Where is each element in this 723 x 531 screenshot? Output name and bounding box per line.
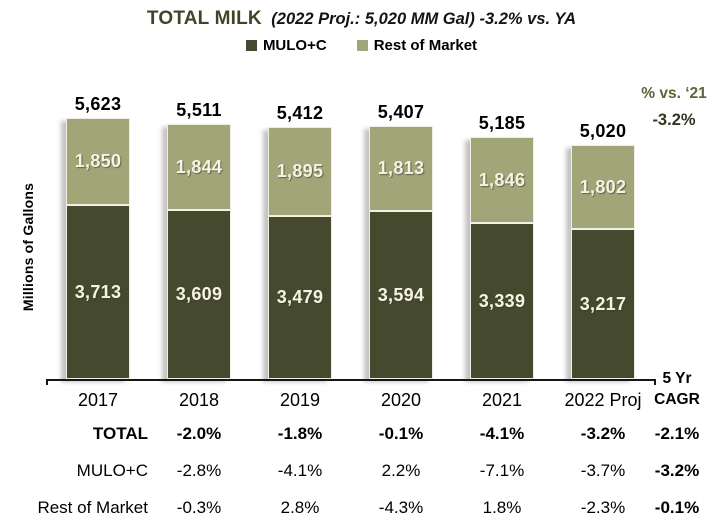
- bar-group: 5,623 1,850 3,713: [66, 94, 130, 379]
- cagr-header-line1: 5 Yr: [662, 370, 692, 387]
- bar-stack: 1,850 3,713: [66, 118, 130, 379]
- legend-label-rest-of-market: Rest of Market: [373, 37, 478, 54]
- bar-segment-rest-of-market: 1,802: [571, 145, 635, 229]
- bar-group: 5,511 1,844 3,609: [167, 100, 231, 379]
- table-cell: -4.1%: [277, 461, 323, 480]
- bar-segment-rest-of-market: 1,895: [268, 127, 332, 216]
- x-tick-label-2021: 2021: [481, 390, 523, 410]
- bar-segment-value: 3,594: [377, 284, 425, 305]
- chart-title-subtitle: (2022 Proj.: 5,020 MM Gal) -3.2% vs. YA: [271, 10, 577, 28]
- table-row-label-total: TOTAL: [92, 424, 148, 443]
- bar-segment-value: 1,846: [478, 169, 526, 190]
- bar-segment-mulo-c: 3,609: [167, 210, 231, 379]
- bar-segment-value: 1,802: [579, 176, 627, 197]
- table-cell: -2.8%: [176, 461, 222, 480]
- bar-group: 5,412 1,895 3,479: [268, 103, 332, 379]
- table-cell: 2.2%: [381, 461, 421, 480]
- bar-segment-mulo-c: 3,479: [268, 216, 332, 379]
- bar-segment-mulo-c: 3,594: [369, 211, 433, 379]
- bar-stack: 1,802 3,217: [571, 145, 635, 379]
- table-cell: 2.8%: [280, 498, 320, 517]
- bar-segment-value: 3,217: [579, 293, 627, 314]
- table-cell: -1.8%: [277, 424, 323, 443]
- table-cell: -2.0%: [176, 424, 222, 443]
- bar-segment-mulo-c: 3,339: [470, 223, 534, 379]
- table-cell: -0.3%: [176, 498, 222, 517]
- chart-title-main: TOTAL MILK: [146, 8, 262, 29]
- table-cell-cagr-mulo-c: -3.2%: [654, 461, 700, 480]
- bar-segment-value: 1,850: [74, 151, 122, 171]
- bar-total-label: 5,623: [74, 94, 122, 114]
- x-tick-label-2017: 2017: [77, 390, 119, 410]
- x-tick-label-2020: 2020: [380, 390, 422, 410]
- cagr-header-line2: CAGR: [654, 391, 700, 408]
- bar-stack: 1,813 3,594: [369, 126, 433, 379]
- table-row-label-rest-of-market: Rest of Market: [37, 498, 148, 517]
- legend-swatch-rest-of-market-icon: [356, 40, 368, 51]
- x-tick-label-2019: 2019: [279, 390, 321, 410]
- legend-swatch-mulo-c-icon: [245, 40, 257, 51]
- pct-vs-prior-value: -3.2%: [652, 110, 696, 129]
- table-row-label-mulo-c: MULO+C: [76, 461, 148, 480]
- bar-stack: 1,895 3,479: [268, 127, 332, 379]
- table-cell: -0.1%: [378, 424, 424, 443]
- bar-segment-rest-of-market: 1,813: [369, 126, 433, 211]
- legend-item-mulo-c: MULO+C: [245, 37, 327, 54]
- x-axis-tick: [654, 381, 656, 385]
- x-tick-label-2022-proj: 2022 Proj: [564, 390, 642, 410]
- bar-group: 5,407 1,813 3,594: [369, 102, 433, 379]
- bar-segment-value: 1,895: [276, 161, 324, 181]
- bar-total-label: 5,511: [176, 100, 222, 120]
- bar-group: 5,020 1,802 3,217: [571, 121, 635, 379]
- bar-segment-value: 1,844: [175, 156, 223, 177]
- table-cell: -4.3%: [378, 498, 424, 517]
- table-cell: -3.7%: [580, 461, 626, 480]
- legend: MULO+C Rest of Market: [0, 37, 723, 54]
- table-cell: 1.8%: [482, 498, 522, 517]
- bar-segment-rest-of-market: 1,850: [66, 118, 130, 205]
- chart-title: TOTAL MILK (2022 Proj.: 5,020 MM Gal) -3…: [0, 8, 723, 30]
- bar-total-label: 5,412: [276, 103, 324, 123]
- bar-segment-value: 1,813: [377, 158, 425, 178]
- bar-segment-mulo-c: 3,217: [571, 229, 635, 379]
- bar-segment-value: 3,609: [175, 284, 223, 304]
- bar-segment-mulo-c: 3,713: [66, 205, 130, 379]
- bar-stack: 1,846 3,339: [470, 137, 534, 379]
- bar-segment-value: 3,713: [74, 281, 122, 302]
- bar-total-label: 5,185: [478, 113, 526, 133]
- bar-stack: 1,844 3,609: [167, 124, 231, 379]
- table-cell: -4.1%: [479, 424, 525, 443]
- bar-group: 5,185 1,846 3,339: [470, 113, 534, 379]
- bar-total-label: 5,020: [579, 121, 627, 141]
- bar-segment-value: 3,339: [478, 290, 526, 311]
- bar-segment-rest-of-market: 1,844: [167, 124, 231, 210]
- bar-total-label: 5,407: [377, 102, 425, 122]
- x-tick-label-2018: 2018: [178, 390, 220, 410]
- table-cell-cagr-rest-of-market: -0.1%: [654, 498, 700, 517]
- table-cell: -3.2%: [580, 424, 626, 443]
- table-cell-cagr-total: -2.1%: [654, 424, 700, 443]
- table-cell: -7.1%: [479, 461, 525, 480]
- pct-vs-prior-label: % vs. ‘21: [641, 85, 707, 102]
- bar-segment-value: 3,479: [276, 287, 324, 307]
- table-cell: -2.3%: [580, 498, 626, 517]
- bar-segment-rest-of-market: 1,846: [470, 137, 534, 223]
- x-axis-line: [46, 379, 656, 381]
- pct-vs-prior-annotation: % vs. ‘21 -3.2%: [630, 85, 718, 130]
- y-axis-title: Millions of Gallons: [20, 182, 36, 312]
- legend-label-mulo-c: MULO+C: [262, 37, 327, 54]
- legend-item-rest-of-market: Rest of Market: [356, 37, 478, 54]
- x-axis-tick: [46, 381, 48, 385]
